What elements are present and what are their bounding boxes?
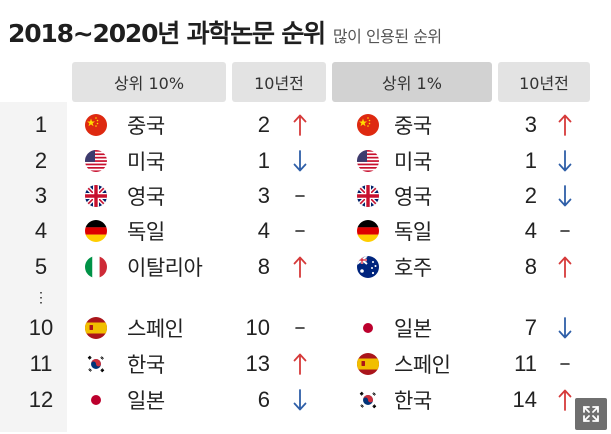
dash-icon [560, 230, 570, 232]
rank-number: 12 [28, 387, 54, 412]
spain-flag-icon [85, 317, 107, 339]
germany-flag-icon [357, 220, 379, 242]
rank-number: 4 [34, 218, 48, 243]
top10-country: 이탈리아 [127, 256, 203, 280]
arrow-up-icon [293, 353, 307, 375]
dash-icon [295, 327, 305, 329]
top1-country: 호주 [394, 256, 432, 280]
top1-prev-rank: 3 [524, 112, 537, 137]
page-subtitle: 많이 인용된 순위 [332, 27, 442, 46]
top1-country: 한국 [394, 389, 432, 413]
japan-flag-icon [85, 389, 107, 411]
spain-flag-icon [357, 353, 379, 375]
italy-flag-icon [85, 256, 107, 278]
rank-number: 11 [29, 351, 53, 376]
rank-number: 10 [28, 315, 54, 340]
top1-prev-rank: 1 [524, 148, 537, 173]
arrow-down-icon [558, 150, 572, 172]
table-row: 12 일본 6 한국 14 [0, 382, 611, 418]
header-top10-prev: 10년전 [232, 62, 326, 102]
top1-country: 스페인 [394, 353, 451, 377]
top1-country: 영국 [394, 185, 432, 209]
table-row: 4 독일 4 독일 4 [0, 213, 611, 249]
arrow-down-icon [293, 389, 307, 411]
dash-icon [295, 230, 305, 232]
rank-number: 3 [34, 183, 48, 208]
arrow-up-icon [293, 114, 307, 136]
top1-prev-rank: 14 [512, 387, 537, 412]
rank-number: 5 [34, 254, 48, 279]
table-row: 3 영국 3 영국 2 [0, 178, 611, 214]
japan-flag-icon [357, 317, 379, 339]
top1-prev-rank: 11 [514, 351, 537, 376]
arrow-up-icon [558, 114, 572, 136]
australia-flag-icon [357, 256, 379, 278]
rank-column-background [0, 102, 67, 432]
top10-prev-rank: 2 [257, 112, 270, 137]
top1-prev-rank: 8 [524, 254, 537, 279]
top1-country: 독일 [394, 220, 432, 244]
arrow-up-icon [293, 256, 307, 278]
arrow-down-icon [293, 150, 307, 172]
top10-prev-rank: 6 [257, 387, 270, 412]
korea-flag-icon [85, 353, 107, 375]
top10-prev-rank: 1 [257, 148, 270, 173]
table-row: 1 중국 2 중국 3 [0, 107, 611, 143]
expand-button[interactable] [575, 398, 607, 430]
top10-country: 미국 [127, 150, 165, 174]
top10-prev-rank: 3 [257, 183, 270, 208]
rank-number: 1 [34, 112, 48, 137]
uk-flag-icon [357, 185, 379, 207]
top10-prev-rank: 8 [257, 254, 270, 279]
top10-prev-rank: 4 [257, 218, 270, 243]
top10-prev-rank: 13 [245, 351, 270, 376]
title-area: 2018~2020년 과학논문 순위 많이 인용된 순위 [8, 14, 442, 50]
rank-ellipsis: ⋮ [34, 289, 48, 305]
top1-prev-rank: 7 [524, 315, 537, 340]
table-row: 2 미국 1 미국 1 [0, 143, 611, 179]
top10-country: 영국 [127, 185, 165, 209]
top1-prev-rank: 2 [524, 183, 537, 208]
uk-flag-icon [85, 185, 107, 207]
table-row: 11 한국 13 스페인 11 [0, 346, 611, 382]
expand-icon [583, 406, 599, 422]
arrow-up-icon [558, 389, 572, 411]
header-top1-prev: 10년전 [498, 62, 590, 102]
dash-icon [295, 195, 305, 197]
usa-flag-icon [357, 150, 379, 172]
top10-country: 독일 [127, 220, 165, 244]
top1-country: 중국 [394, 114, 432, 138]
top1-country: 미국 [394, 150, 432, 174]
top10-country: 중국 [127, 114, 165, 138]
top10-country: 일본 [127, 389, 165, 413]
dash-icon [560, 363, 570, 365]
rank-number: 2 [34, 148, 48, 173]
header-top10: 상위 10% [72, 62, 226, 102]
china-flag-icon [85, 114, 107, 136]
korea-flag-icon [357, 389, 379, 411]
table-row: 10 스페인 10 일본 7 [0, 310, 611, 346]
arrow-down-icon [558, 317, 572, 339]
top10-prev-rank: 10 [245, 315, 270, 340]
china-flag-icon [357, 114, 379, 136]
header-top1: 상위 1% [332, 62, 492, 102]
table-row: 5 이탈리아 8 호주 8 [0, 249, 611, 285]
top10-country: 스페인 [127, 317, 184, 341]
top1-country: 일본 [394, 317, 432, 341]
usa-flag-icon [85, 150, 107, 172]
germany-flag-icon [85, 220, 107, 242]
top1-prev-rank: 4 [524, 218, 537, 243]
arrow-down-icon [558, 185, 572, 207]
top10-country: 한국 [127, 353, 165, 377]
arrow-up-icon [558, 256, 572, 278]
page-title: 2018~2020년 과학논문 순위 [8, 19, 326, 48]
